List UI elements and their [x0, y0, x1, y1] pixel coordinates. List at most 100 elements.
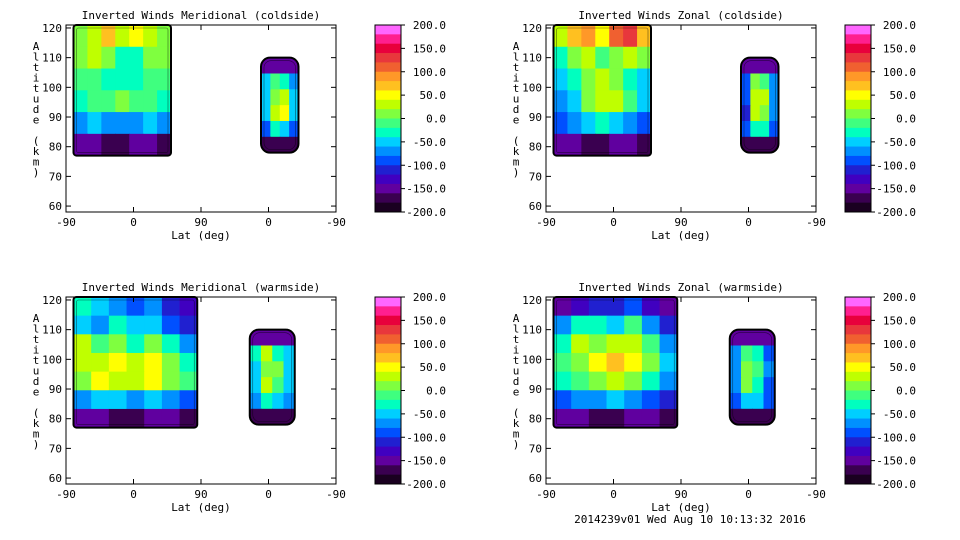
y-tick-label: 60	[49, 472, 62, 485]
colorbar-swatch	[375, 325, 401, 335]
data-cell	[595, 112, 610, 135]
x-tick-label: -90	[326, 488, 346, 501]
region-outline	[728, 328, 776, 426]
data-cell	[624, 408, 643, 428]
colorbar-swatch	[845, 71, 871, 82]
data-region-1	[249, 329, 295, 425]
data-cell	[752, 408, 765, 425]
y-tick-label: 110	[42, 324, 62, 337]
colorbar-swatch	[375, 174, 401, 185]
data-cell	[261, 73, 271, 90]
colorbar-swatch	[375, 315, 401, 326]
colorbar-swatch	[375, 427, 401, 438]
data-cell	[624, 371, 643, 391]
data-cell	[144, 371, 163, 391]
colorbar-tick-label: 100.0	[883, 66, 916, 79]
colorbar-swatch	[375, 127, 401, 138]
data-cell	[609, 46, 624, 70]
data-cell	[129, 133, 144, 156]
data-cell	[289, 89, 299, 106]
data-cell	[161, 390, 181, 410]
data-cell	[553, 390, 572, 410]
data-cell	[144, 408, 163, 428]
y-tick-label: 120	[522, 22, 542, 35]
data-cell	[553, 315, 572, 335]
x-tick-label: 0	[610, 488, 617, 501]
colorbar-tick-label: 200.0	[883, 19, 916, 32]
data-cell	[73, 133, 89, 156]
data-cell	[759, 89, 770, 106]
data-cell	[283, 329, 295, 347]
y-tick-label: 80	[529, 141, 542, 154]
colorbar-tick-label: -50.0	[883, 136, 916, 149]
data-cell	[571, 390, 590, 410]
data-cell	[279, 136, 290, 153]
data-cell	[143, 68, 158, 91]
data-cell	[143, 90, 158, 113]
data-cell	[289, 120, 299, 138]
data-cell	[769, 89, 779, 106]
colorbar-swatch	[845, 165, 871, 175]
data-cell	[161, 315, 181, 335]
data-cell	[659, 408, 678, 428]
data-cell	[289, 105, 299, 122]
data-cell	[87, 133, 102, 156]
data-cell	[595, 90, 610, 113]
y-tick-label: 70	[529, 170, 542, 183]
colorbar-swatch	[375, 381, 401, 391]
colorbar-tick-label: -150.0	[406, 455, 446, 468]
y-tick-label: 100	[522, 81, 542, 94]
data-cell	[588, 297, 608, 317]
colorbar-tick-label: 50.0	[420, 89, 447, 102]
colorbar-swatch	[845, 193, 871, 204]
data-cell	[87, 68, 102, 91]
x-tick-label: 0	[745, 488, 752, 501]
data-cell	[641, 352, 661, 373]
colorbar-tick-label: 150.0	[413, 42, 446, 55]
data-cell	[161, 408, 181, 428]
data-cell	[115, 25, 130, 48]
data-cell	[157, 112, 171, 135]
colorbar-swatch	[845, 465, 871, 476]
data-cell	[571, 315, 590, 335]
data-cell	[283, 408, 295, 425]
data-cell	[729, 345, 742, 362]
data-cell	[272, 408, 285, 425]
colorbar-tick-label: -100.0	[406, 159, 446, 172]
y-tick-label: 60	[49, 200, 62, 213]
region-outline	[260, 56, 300, 154]
colorbar-swatch	[845, 409, 871, 419]
colorbar-swatch	[375, 34, 401, 45]
colorbar-tick-label: -150.0	[876, 455, 916, 468]
data-cell	[157, 133, 171, 156]
colorbar: 200.0 150.0 100.0 50.0 0.0 -50.0 -100.0 -150.0 -…	[844, 291, 916, 491]
data-cell	[91, 315, 110, 335]
data-cell	[179, 408, 198, 428]
colorbar-swatch	[375, 409, 401, 419]
x-tick-label: 0	[265, 216, 272, 229]
data-cell	[73, 408, 92, 428]
data-cell	[115, 46, 130, 70]
contour-line	[76, 27, 169, 153]
colorbar-swatch	[375, 455, 401, 466]
data-cell	[553, 133, 569, 156]
data-cell	[270, 57, 281, 75]
data-cell	[261, 89, 271, 106]
data-cell	[129, 46, 144, 70]
data-cell	[126, 390, 145, 410]
data-cell	[87, 46, 102, 70]
y-tick-label: 90	[49, 111, 62, 124]
colorbar-swatch	[375, 474, 401, 485]
data-cell	[659, 371, 678, 391]
data-cell	[763, 377, 775, 394]
data-cell	[270, 89, 281, 106]
colorbar-tick-label: -100.0	[406, 431, 446, 444]
data-cell	[659, 297, 678, 317]
y-tick-label: 80	[529, 413, 542, 426]
data-cell	[741, 392, 753, 410]
data-cell	[588, 371, 608, 391]
colorbar-tick-label: 150.0	[883, 314, 916, 327]
data-cell	[624, 297, 643, 317]
data-cell	[637, 90, 651, 113]
